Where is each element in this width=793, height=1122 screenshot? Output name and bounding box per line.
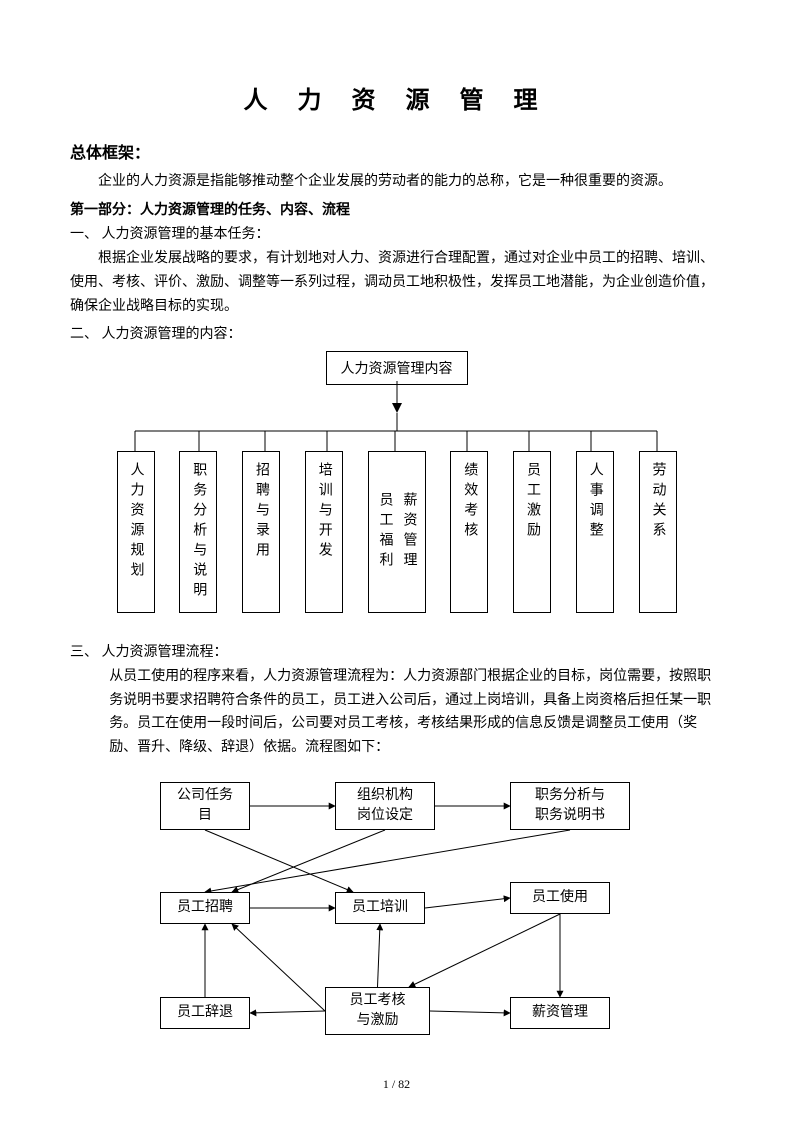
tree-leaf-2: 招聘与录用 xyxy=(242,451,280,613)
tree-leaf-4: 员工福利薪资管理 xyxy=(368,451,426,613)
tree-leaf-5: 绩效考核 xyxy=(450,451,488,613)
tree-leaf-3: 培训与开发 xyxy=(305,451,343,613)
page-footer: 1 / 82 xyxy=(0,1077,793,1092)
flow-node-n2: 组织机构岗位设定 xyxy=(335,782,435,830)
tree-leaf-0: 人力资源规划 xyxy=(117,451,155,613)
flow-node-n1: 公司任务目 xyxy=(160,782,250,830)
intro-paragraph: 企业的人力资源是指能够推动整个企业发展的劳动者的能力的总称，它是一种很重要的资源… xyxy=(70,171,723,193)
flow-node-n7: 员工辞退 xyxy=(160,997,250,1029)
section2-heading: 二、 人力资源管理的内容： xyxy=(70,323,723,343)
flow-node-n6: 员工使用 xyxy=(510,882,610,914)
tree-leaves-row: 人力资源规划职务分析与说明招聘与录用培训与开发员工福利薪资管理绩效考核员工激励人… xyxy=(117,451,677,613)
tree-root-node: 人力资源管理内容 xyxy=(326,351,468,385)
flow-node-n5: 员工培训 xyxy=(335,892,425,924)
tree-leaf-6: 员工激励 xyxy=(513,451,551,613)
part1-heading: 第一部分：人力资源管理的任务、内容、流程 xyxy=(70,199,723,219)
section1-heading: 一、 人力资源管理的基本任务： xyxy=(70,223,723,243)
section3-heading: 三、 人力资源管理流程： xyxy=(70,641,723,661)
tree-leaf-7: 人事调整 xyxy=(576,451,614,613)
flow-node-n8: 员工考核与激励 xyxy=(325,987,430,1035)
flow-node-n3: 职务分析与职务说明书 xyxy=(510,782,630,830)
flowchart: 公司任务目 组织机构岗位设定 职务分析与职务说明书员工招聘 员工培训 员工使用员工辞退 员… xyxy=(130,772,660,1072)
flow-node-n9: 薪资管理 xyxy=(510,997,610,1029)
flow-node-n4: 员工招聘 xyxy=(160,892,250,924)
tree-chart: 人力资源管理内容 人力资源规划职务分析与说明招聘与录用培训与开发员工福利薪资管理… xyxy=(117,351,677,621)
section1-body: 根据企业发展战略的要求，有计划地对人力、资源进行合理配置，通过对企业中员工的招聘… xyxy=(70,247,723,318)
tree-leaf-1: 职务分析与说明 xyxy=(179,451,217,613)
page-title: 人 力 资 源 管 理 xyxy=(70,80,723,115)
overall-framework-heading: 总体框架： xyxy=(70,139,723,163)
section3-body: 从员工使用的程序来看，人力资源管理流程为：人力资源部门根据企业的目标，岗位需要，… xyxy=(70,665,723,760)
tree-leaf-8: 劳动关系 xyxy=(639,451,677,613)
